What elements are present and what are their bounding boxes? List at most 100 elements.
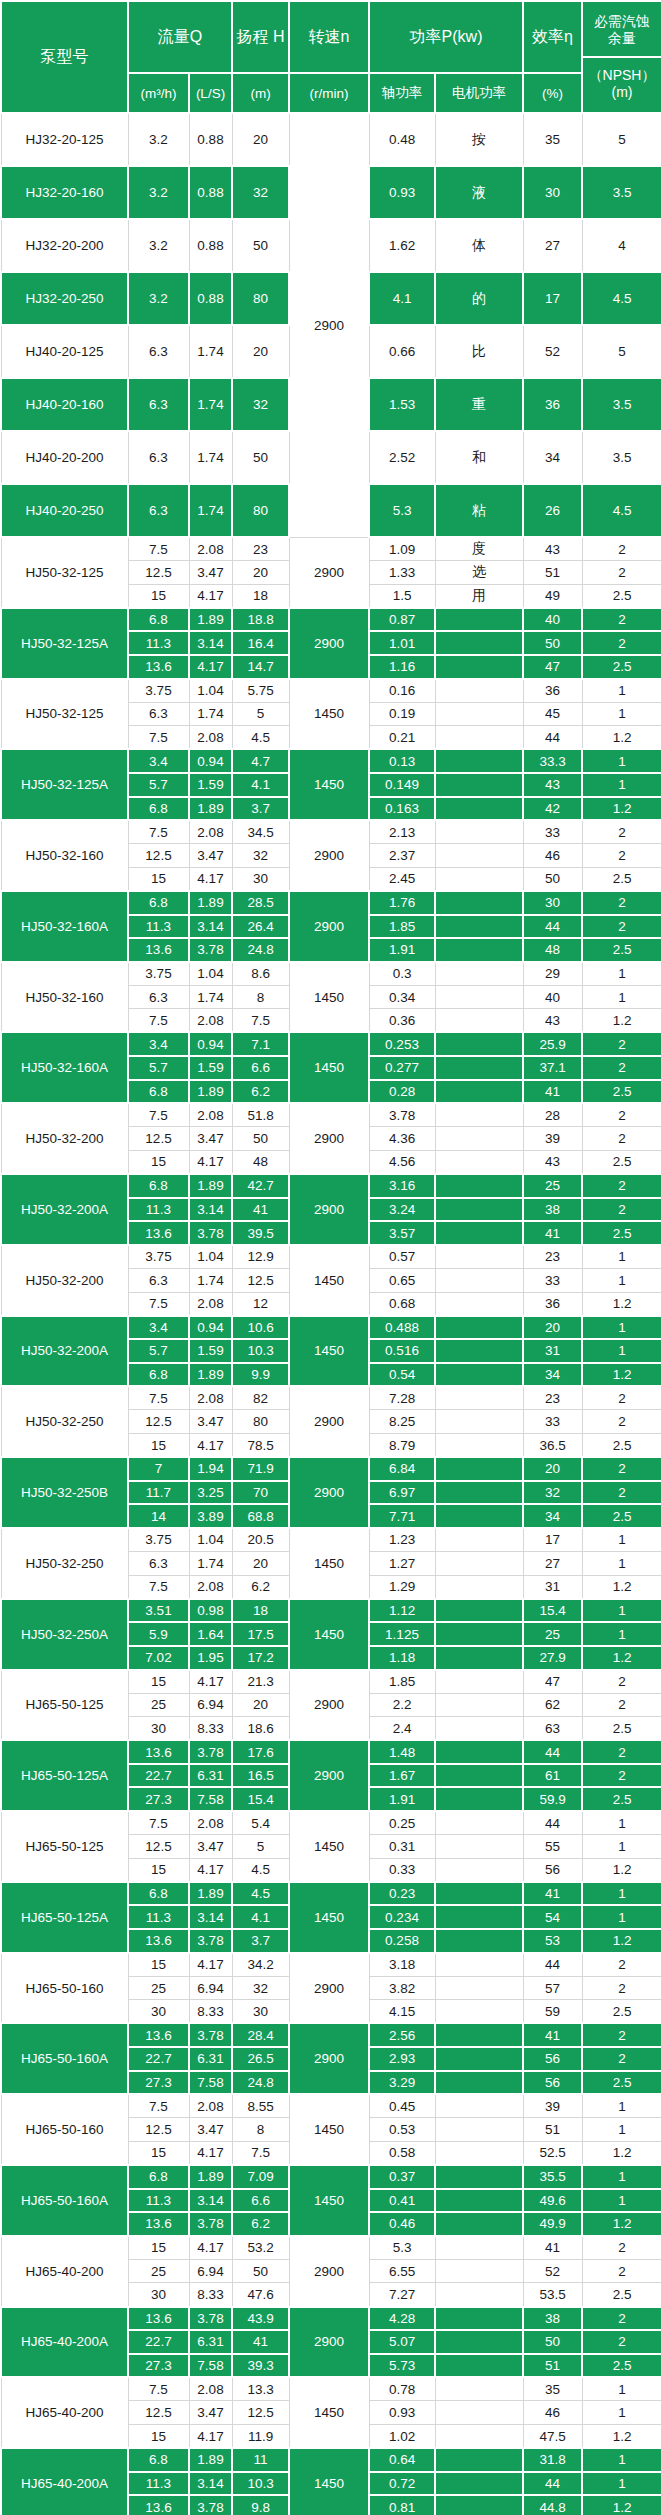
flow-m3h-cell: 25 [128,2259,189,2283]
flow-ls-cell: 2.08 [189,2094,232,2118]
motor-power-cell [435,1434,523,1458]
motor-power-cell [435,820,523,844]
flow-ls-cell: 3.47 [189,844,232,868]
npsh-cell: 2 [582,1410,661,1434]
efficiency-cell: 31 [523,1575,582,1599]
flow-m3h-cell: 3.2 [128,219,189,272]
head-cell: 12.5 [232,2401,289,2425]
speed-cell: 1450 [289,2094,369,2165]
motor-power-cell [435,726,523,750]
motor-power-cell [435,1009,523,1033]
flow-ls-cell: 1.74 [189,325,232,378]
head-cell: 15.4 [232,1787,289,1811]
flow-m3h-cell: 15 [128,1858,189,1882]
head-cell: 82 [232,1386,289,1410]
head-cell: 39.5 [232,1221,289,1245]
npsh-cell: 2 [582,1032,661,1056]
flow-m3h-cell: 7.5 [128,2094,189,2118]
header-efficiency: 效率η [523,1,582,73]
header-model: 泵型号 [1,1,128,113]
speed-cell: 2900 [289,1740,369,1811]
efficiency-cell: 35 [523,113,582,166]
flow-ls-cell: 1.89 [189,1080,232,1104]
table-row: HJ50-32-160A6.81.8928.529001.76302 [1,891,661,915]
flow-m3h-cell: 13.6 [128,2307,189,2331]
efficiency-cell: 52 [523,325,582,378]
flow-m3h-cell: 11.3 [128,2472,189,2496]
shaft-power-cell: 3.16 [369,1174,435,1198]
flow-ls-cell: 8.33 [189,2283,232,2307]
motor-power-cell [435,985,523,1009]
efficiency-cell: 44 [523,2472,582,2496]
table-header: 泵型号 流量Q 扬程 H 转速n 功率P(kw) 效率η 必需汽蚀余量 （NPS… [1,1,661,113]
npsh-cell: 1 [582,962,661,986]
flow-m3h-cell: 15 [128,1953,189,1977]
table-row: HJ50-32-250A3.510.981814501.1215.41 [1,1599,661,1623]
flow-m3h-cell: 11.3 [128,631,189,655]
shaft-power-cell: 1.91 [369,938,435,962]
npsh-cell: 2 [582,1198,661,1222]
flow-ls-cell: 4.17 [189,655,232,679]
speed-cell: 2900 [289,113,369,537]
head-cell: 18 [232,584,289,608]
shaft-power-cell: 2.93 [369,2047,435,2071]
flow-m3h-cell: 7.5 [128,537,189,561]
npsh-cell: 1.2 [582,1646,661,1670]
model-cell: HJ50-32-250 [1,1528,128,1599]
npsh-cell: 1.2 [582,797,661,821]
flow-m3h-cell: 25 [128,1693,189,1717]
npsh-cell: 1.2 [582,1575,661,1599]
npsh-cell: 3.5 [582,431,661,484]
motor-power-cell [435,1646,523,1670]
npsh-cell: 2 [582,2259,661,2283]
table-row: HJ65-50-125154.1721.329001.85472 [1,1670,661,1694]
model-cell: HJ32-20-160 [1,166,128,219]
speed-cell: 2900 [289,820,369,891]
motor-power-cell [435,2425,523,2449]
motor-power-cell [435,1740,523,1764]
efficiency-cell: 48 [523,938,582,962]
efficiency-cell: 33 [523,1268,582,1292]
shaft-power-cell: 1.01 [369,631,435,655]
flow-ls-cell: 3.89 [189,1504,232,1528]
flow-ls-cell: 0.88 [189,166,232,219]
npsh-cell: 1 [582,1599,661,1623]
npsh-cell: 5 [582,113,661,166]
model-cell: HJ32-20-125 [1,113,128,166]
efficiency-cell: 51 [523,561,582,585]
flow-m3h-cell: 5.7 [128,773,189,797]
shaft-power-cell: 3.57 [369,1221,435,1245]
flow-ls-cell: 3.78 [189,938,232,962]
flow-m3h-cell: 6.3 [128,702,189,726]
head-cell: 7.5 [232,2141,289,2165]
efficiency-cell: 28 [523,1103,582,1127]
motor-power-cell [435,2377,523,2401]
efficiency-cell: 39 [523,2094,582,2118]
motor-power-cell [435,1457,523,1481]
shaft-power-cell: 2.45 [369,867,435,891]
efficiency-cell: 30 [523,166,582,219]
shaft-power-cell: 0.78 [369,2377,435,2401]
motor-power-cell [435,1504,523,1528]
speed-cell: 2900 [289,1103,369,1174]
shaft-power-cell: 1.76 [369,891,435,915]
efficiency-cell: 50 [523,2330,582,2354]
npsh-cell: 2.5 [582,2354,661,2378]
shaft-power-cell: 0.57 [369,1245,435,1269]
motor-power-cell [435,608,523,632]
npsh-cell: 2 [582,891,661,915]
head-cell: 70 [232,1481,289,1505]
head-cell: 20 [232,1552,289,1576]
efficiency-cell: 33 [523,820,582,844]
shaft-power-cell: 0.41 [369,2189,435,2213]
flow-ls-cell: 1.59 [189,1056,232,1080]
flow-ls-cell: 1.74 [189,1552,232,1576]
table-row: HJ50-32-1607.52.0834.529002.13332 [1,820,661,844]
motor-power-cell: 按 [435,113,523,166]
npsh-cell: 2 [582,2047,661,2071]
shaft-power-cell: 2.4 [369,1717,435,1741]
efficiency-cell: 54 [523,1905,582,1929]
model-cell: HJ65-50-160A [1,2165,128,2236]
motor-power-cell [435,1929,523,1953]
flow-m3h-cell: 13.6 [128,1740,189,1764]
